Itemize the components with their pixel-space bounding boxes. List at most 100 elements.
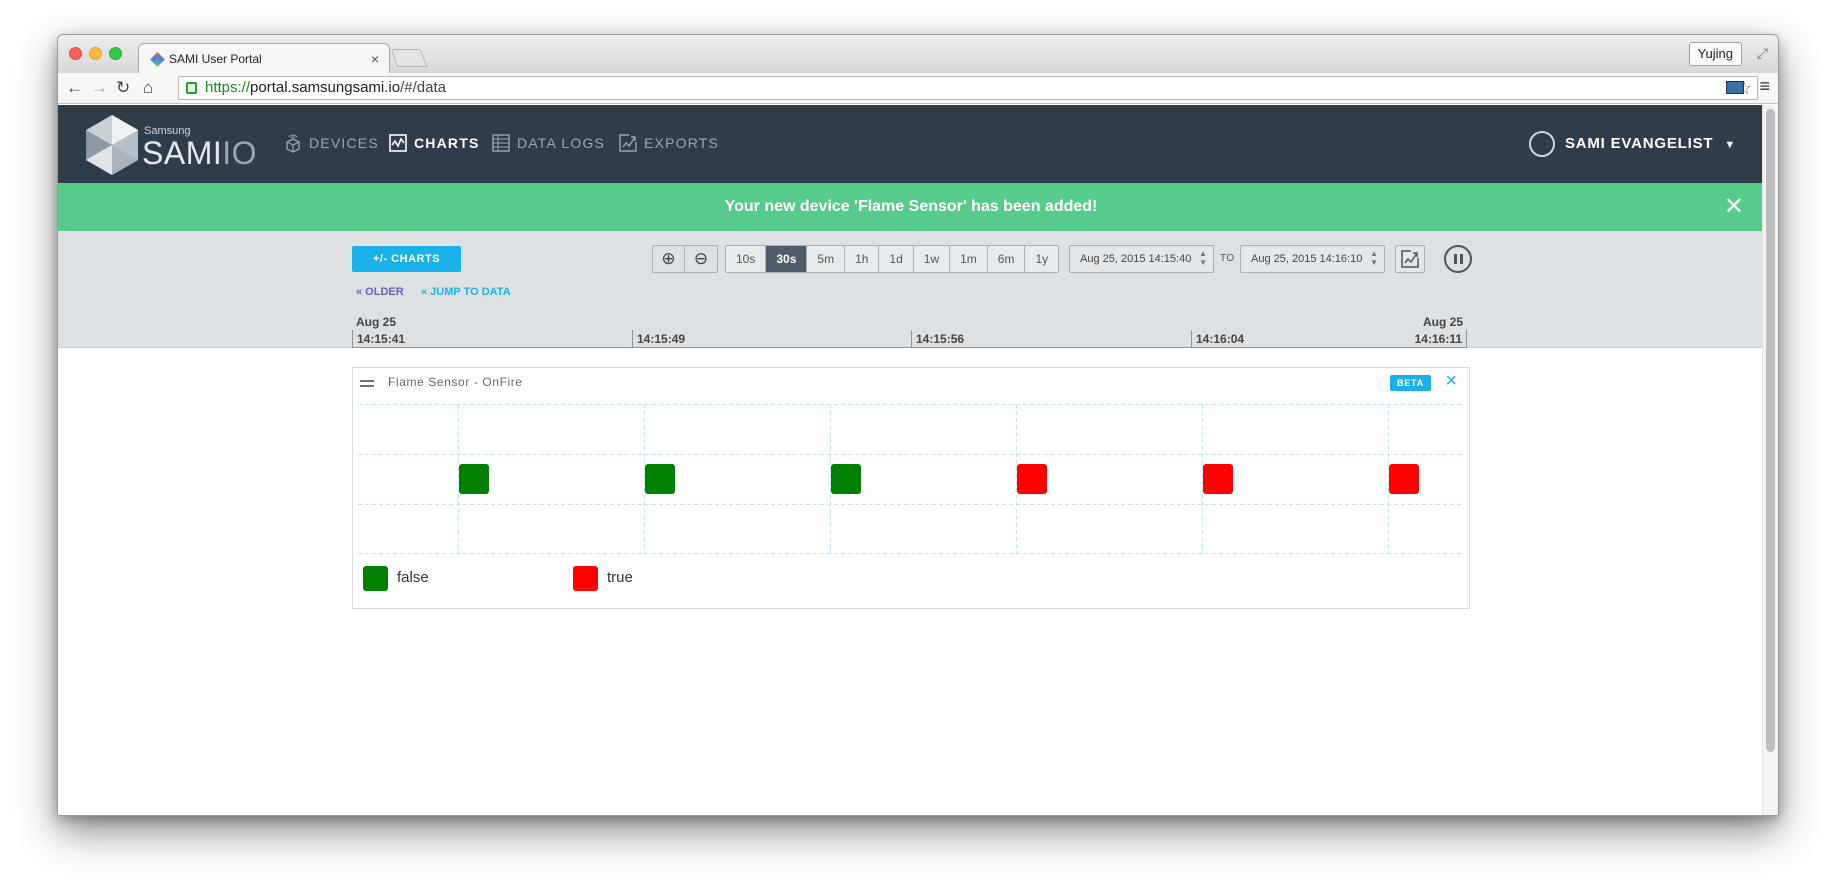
zoom-controls: ⊕ ⊖ (652, 245, 718, 273)
timeline-start-date: Aug 25 (356, 315, 397, 329)
browser-window: SAMI User Portal × Yujing ⤢ ← → ↻ ⌂ http… (57, 34, 1779, 816)
range-button-10s[interactable]: 10s (726, 246, 767, 272)
user-avatar-icon (1528, 131, 1555, 157)
chart-plot (358, 404, 1464, 554)
to-date-spinner-icon[interactable]: ▲ ▼ (1370, 249, 1378, 267)
to-label: TO (1220, 253, 1235, 264)
address-bar[interactable]: https://portal.samsungsami.io/#/data ☆ (178, 76, 1758, 100)
devices-icon (286, 134, 300, 153)
banner-message: Your new device 'Flame Sensor' has been … (724, 198, 1098, 215)
forward-icon[interactable]: → (91, 78, 108, 97)
banner-close-icon[interactable]: ✕ (1723, 193, 1744, 220)
beta-badge: BETA (1389, 375, 1431, 391)
to-date-value: Aug 25, 2015 14:16:10 (1251, 253, 1363, 265)
timeline-tick: 14:16:11 (1415, 330, 1467, 348)
nav-devices-label: DEVICES (309, 135, 379, 151)
timeline-tick: 14:15:41 (352, 330, 405, 348)
page: Samsung SAMIIO DEVICES CHARTS (58, 105, 1764, 815)
url-scheme: https:// (205, 79, 251, 96)
range-button-1y[interactable]: 1y (1035, 252, 1049, 266)
tab-title: SAMI User Portal (169, 52, 262, 66)
nav-charts[interactable]: CHARTS (388, 133, 480, 153)
chart-card: Flame Sensor - OnFire BETA × false true (352, 367, 1470, 609)
minimize-window-button[interactable] (89, 47, 102, 60)
data-point[interactable] (1017, 464, 1047, 494)
legend-item-false[interactable]: false (363, 566, 429, 592)
cast-icon[interactable] (1726, 81, 1744, 94)
back-icon[interactable]: ← (66, 78, 83, 97)
maximize-window-button[interactable] (109, 47, 122, 60)
chart-controls: +/- CHARTS ⊕ ⊖ 10s 30s 5m 1h 1d 1w 1m 6m 1y Aug … (58, 231, 1764, 348)
menu-icon[interactable]: ≡ (1759, 76, 1770, 96)
toggle-charts-button[interactable]: +/- CHARTS (352, 246, 461, 272)
export-chart-icon (1401, 250, 1419, 268)
from-date-spinner-icon[interactable]: ▲ ▼ (1199, 249, 1207, 267)
nav-exports[interactable]: EXPORTS (618, 133, 719, 153)
jump-to-data-link[interactable]: « JUMP TO DATA (421, 286, 511, 298)
url-host: portal.samsungsami.io (250, 79, 401, 96)
user-name: SAMI EVANGELIST (1564, 135, 1714, 152)
legend-swatch (573, 566, 598, 591)
fullscreen-icon[interactable]: ⤢ (1756, 45, 1768, 61)
from-date-field[interactable]: Aug 25, 2015 14:15:40 ▲ ▼ (1069, 245, 1214, 273)
zoom-out-icon[interactable]: ⊖ (693, 249, 709, 268)
nav-charts-label: CHARTS (414, 135, 480, 151)
range-button-1m[interactable]: 1m (950, 246, 988, 272)
title-bar: SAMI User Portal × Yujing ⤢ (58, 35, 1778, 73)
legend-label: true (607, 569, 633, 586)
tab-close-icon[interactable]: × (370, 51, 379, 67)
timeline-axis (352, 347, 1467, 348)
url-path: /#/data (400, 79, 446, 96)
browser-toolbar: ← → ↻ ⌂ https://portal.samsungsami.io/#/… (58, 73, 1778, 104)
legend-swatch (363, 566, 388, 591)
chart-legend: false true (363, 566, 763, 596)
from-date-value: Aug 25, 2015 14:15:40 (1080, 253, 1192, 265)
exports-icon (619, 134, 637, 152)
chart-close-icon[interactable]: × (1445, 370, 1457, 392)
export-chart-button[interactable] (1395, 245, 1425, 273)
sami-favicon-icon (150, 52, 165, 67)
range-button-1d[interactable]: 1d (879, 246, 914, 272)
logo-samsung-text: Samsung (144, 125, 191, 137)
close-window-button[interactable] (69, 47, 82, 60)
home-icon[interactable]: ⌂ (143, 78, 154, 97)
sami-logo-icon (86, 115, 138, 175)
nav-data-logs-label: DATA LOGS (517, 135, 606, 151)
logo-sami-text: SAMIIO (142, 135, 258, 171)
lock-icon (186, 82, 197, 94)
timeline-tick: 14:15:49 (632, 330, 685, 348)
reload-icon[interactable]: ↻ (116, 78, 131, 97)
nav-exports-label: EXPORTS (644, 135, 720, 151)
chevron-down-icon: ▼ (1724, 139, 1736, 151)
time-range-selector: 10s 30s 5m 1h 1d 1w 1m 6m 1y (725, 245, 1060, 273)
legend-item-true[interactable]: true (573, 566, 633, 592)
profile-button[interactable]: Yujing (1688, 42, 1742, 66)
pause-icon[interactable] (1444, 245, 1472, 273)
chart-title: Flame Sensor - OnFire (388, 375, 523, 389)
zoom-in-icon[interactable]: ⊕ (653, 246, 685, 272)
nav-devices[interactable]: DEVICES (283, 133, 379, 153)
user-menu[interactable]: SAMI EVANGELIST ▼ (1528, 131, 1736, 157)
sami-logo[interactable]: Samsung SAMIIO (82, 113, 257, 177)
range-button-1h[interactable]: 1h (845, 246, 880, 272)
data-point[interactable] (459, 464, 489, 494)
range-button-30s[interactable]: 30s (766, 246, 808, 272)
data-point[interactable] (1389, 464, 1419, 494)
timeline-tick: 14:15:56 (911, 330, 964, 348)
new-tab-button[interactable] (390, 49, 428, 67)
data-point[interactable] (1203, 464, 1233, 494)
scrollbar-thumb[interactable] (1766, 109, 1775, 752)
browser-tab[interactable]: SAMI User Portal × (138, 43, 390, 73)
legend-label: false (397, 569, 429, 586)
to-date-field[interactable]: Aug 25, 2015 14:16:10 ▲ ▼ (1240, 245, 1385, 273)
timeline: Aug 25 Aug 25 14:15:41 14:15:49 14:15:56 14… (352, 313, 1467, 348)
drag-handle-icon[interactable] (360, 380, 374, 387)
data-point[interactable] (645, 464, 675, 494)
range-button-1w[interactable]: 1w (914, 246, 951, 272)
nav-data-logs[interactable]: DATA LOGS (491, 133, 605, 153)
range-button-5m[interactable]: 5m (807, 246, 846, 272)
range-button-6m[interactable]: 6m (988, 246, 1026, 272)
page-scrollbar[interactable] (1762, 105, 1778, 815)
older-link[interactable]: « OLDER (356, 286, 404, 298)
data-point[interactable] (831, 464, 861, 494)
